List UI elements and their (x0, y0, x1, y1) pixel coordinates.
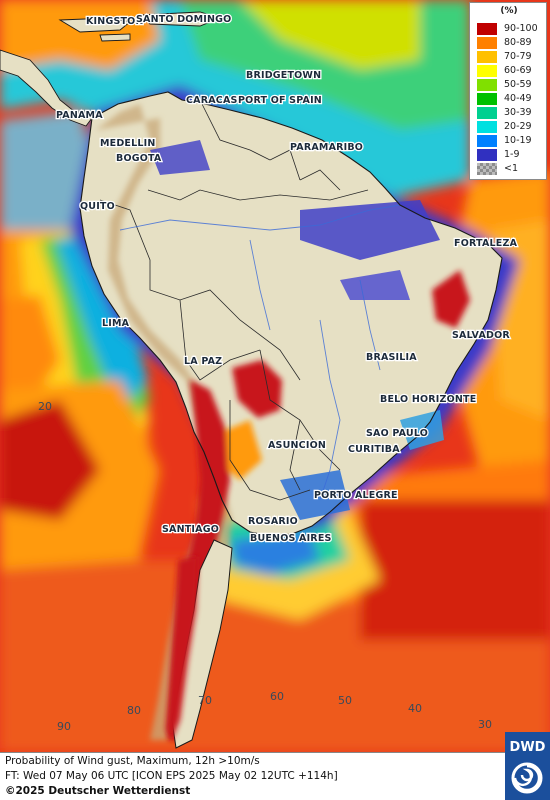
city-label: BRIDGETOWN (246, 70, 321, 81)
probability-shading (0, 0, 550, 752)
city-label: LIMA (102, 318, 130, 329)
legend-swatch (476, 22, 498, 36)
city-label: SALVADOR (452, 330, 510, 341)
legend-label: 10-19 (504, 135, 532, 146)
map-footer: Probability of Wind gust, Maximum, 12h >… (0, 752, 505, 800)
low-probability-speckles (150, 140, 444, 520)
city-label: PARAMARIBO (290, 142, 363, 153)
city-label: CURITIBA (348, 444, 400, 455)
longitude-label: 70 (198, 694, 212, 707)
forecast-time: FT: Wed 07 May 06 UTC [ICON EPS 2025 May… (5, 770, 338, 782)
city-label: BUENOS AIRES (250, 533, 332, 544)
city-label: CARACAS (186, 95, 238, 106)
longitude-label: 60 (270, 690, 284, 703)
legend-entry: 60-69 (476, 64, 544, 78)
coastline (79, 91, 503, 537)
legend-entry: 10-19 (476, 134, 544, 148)
legend-swatch (476, 134, 498, 148)
legend-entry: 80-89 (476, 36, 544, 50)
dwd-logo-text: DWD (509, 740, 546, 755)
city-label: SANTO DOMINGO (136, 14, 231, 25)
legend-entry: 1-9 (476, 148, 544, 162)
legend-swatch (476, 64, 498, 78)
legend-entry: <1 (476, 162, 544, 176)
legend-label: 90-100 (504, 23, 538, 34)
longitude-label: 80 (127, 704, 141, 717)
dwd-swirl-logo-icon (511, 762, 543, 794)
legend-label: 60-69 (504, 65, 532, 76)
legend-swatch (476, 148, 498, 162)
city-label: LA PAZ (184, 356, 222, 367)
dwd-logo: DWD (505, 732, 550, 800)
city-label: BELO HORIZONTE (380, 394, 476, 405)
legend-label: <1 (504, 163, 519, 174)
city-label: QUITO (80, 201, 115, 212)
legend-swatch-checker (476, 162, 498, 176)
city-label: BOGOTA (116, 153, 162, 164)
city-label: PORT OF SPAIN (238, 95, 322, 106)
city-label: SANTIAGO (162, 524, 219, 535)
legend-label: 30-39 (504, 107, 532, 118)
city-labels: KINGSTON SANTO DOMINGO BRIDGETOWN PORT O… (55, 13, 519, 546)
rivers (119, 204, 401, 501)
legend-label: 1-9 (504, 149, 520, 160)
longitude-label: 30 (478, 718, 492, 731)
legend-title: (%) (500, 6, 518, 16)
andes-high-probability-south (166, 556, 198, 740)
city-label: FORTALEZA (454, 238, 518, 249)
legend-swatch (476, 78, 498, 92)
legend-entry: 70-79 (476, 50, 544, 64)
legend-entry: 20-29 (476, 120, 544, 134)
probability-map: 20 90 80 70 60 50 40 30 KINGSTON SANTO D… (0, 0, 550, 752)
city-label: BRASILIA (366, 352, 417, 363)
legend-label: 20-29 (504, 121, 532, 132)
legend-swatch (476, 106, 498, 120)
legend-label: 40-49 (504, 93, 532, 104)
city-label: ROSARIO (248, 516, 298, 527)
city-label: KINGSTON (86, 16, 144, 27)
longitude-label: 40 (408, 702, 422, 715)
product-description: Probability of Wind gust, Maximum, 12h >… (5, 755, 260, 767)
legend-swatch (476, 92, 498, 106)
longitude-label: 90 (57, 720, 71, 733)
legend-swatch (476, 50, 498, 64)
graticule-labels: 20 90 80 70 60 50 40 30 (38, 400, 492, 733)
city-label: SAO PAULO (366, 428, 428, 439)
legend-swatch (476, 120, 498, 134)
legend-entry: 90-100 (476, 22, 544, 36)
legend-swatch (476, 36, 498, 50)
legend-entry: 40-49 (476, 92, 544, 106)
legend-label: 50-59 (504, 79, 532, 90)
city-label: PORTO ALEGRE (314, 490, 398, 501)
legend-entry: 50-59 (476, 78, 544, 92)
country-borders (99, 99, 369, 501)
city-label: ASUNCION (268, 440, 326, 451)
legend-label: 80-89 (504, 37, 532, 48)
legend-entry: 30-39 (476, 106, 544, 120)
legend-label: 70-79 (504, 51, 532, 62)
copyright: ©2025 Deutscher Wetterdienst (5, 785, 191, 797)
central-america-caribbean (0, 11, 222, 127)
longitude-label: 50 (338, 694, 352, 707)
color-legend: (%) 90-100 80-89 70-79 60-69 50-59 40-49… (469, 2, 547, 180)
city-label: MEDELLIN (100, 138, 156, 149)
city-label: PANAMA (56, 110, 103, 121)
latitude-label: 20 (38, 400, 52, 413)
